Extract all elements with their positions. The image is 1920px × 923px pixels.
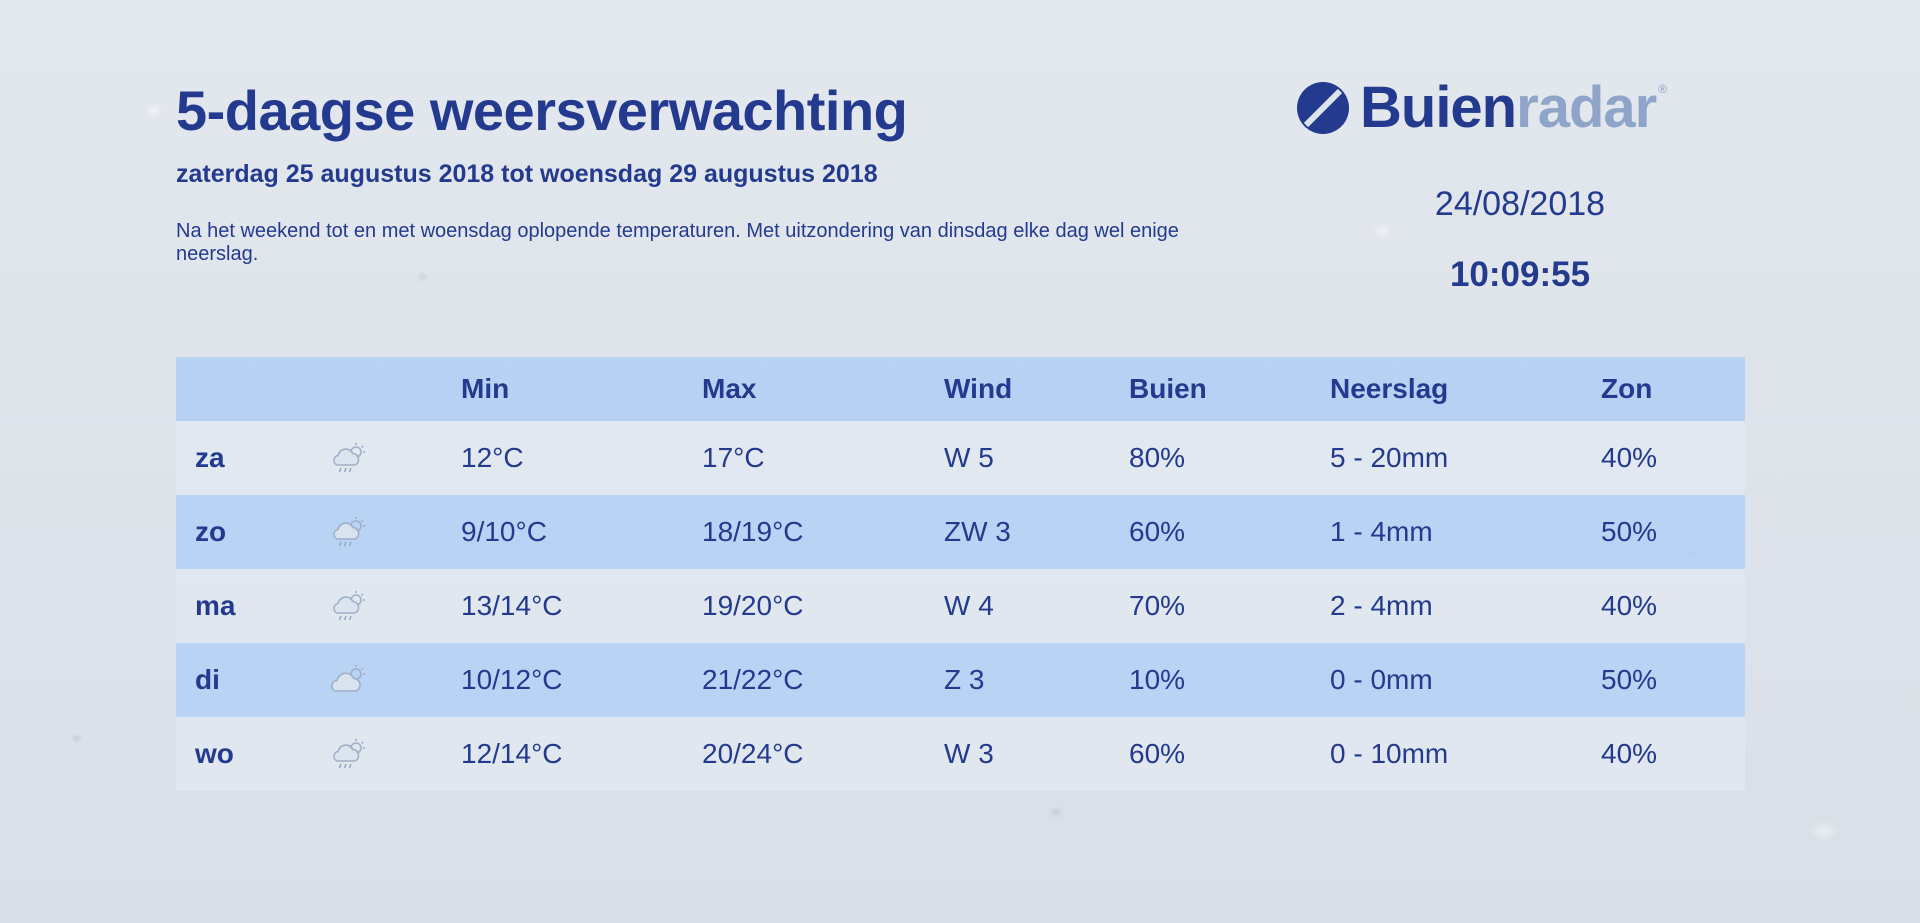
column-header-max: Max — [702, 373, 757, 404]
min-cell: 10/12°C — [461, 664, 563, 695]
neerslag-cell: 5 - 20mm — [1330, 442, 1449, 473]
column-header-wind: Wind — [944, 373, 1013, 404]
day-cell: di — [195, 664, 220, 695]
max-cell: 21/22°C — [702, 664, 804, 695]
cloud-rain-sun-icon — [329, 515, 461, 549]
zon-cell: 40% — [1601, 590, 1658, 621]
table-row: za 12°C 17°C W 5 80% 5 - 20mm 40% — [176, 421, 1745, 495]
table-header-row: Min Max Wind Buien Neerslag Zon — [176, 357, 1745, 421]
neerslag-cell: 1 - 4mm — [1330, 516, 1433, 547]
wind-cell: ZW 3 — [944, 516, 1011, 547]
zon-cell: 40% — [1601, 738, 1658, 769]
neerslag-cell: 2 - 4mm — [1330, 590, 1433, 621]
cloud-rain-sun-icon — [329, 737, 461, 771]
min-cell: 13/14°C — [461, 590, 563, 621]
day-cell: ma — [195, 590, 236, 621]
buien-cell: 10% — [1129, 664, 1186, 695]
column-header-min: Min — [461, 373, 510, 404]
min-cell: 12/14°C — [461, 738, 563, 769]
zon-cell: 50% — [1601, 664, 1658, 695]
max-cell: 17°C — [702, 442, 765, 473]
wind-cell: W 3 — [944, 738, 994, 769]
day-cell: wo — [195, 738, 234, 769]
min-cell: 12°C — [461, 442, 524, 473]
column-header-zon: Zon — [1601, 373, 1653, 404]
forecast-table: Min Max Wind Buien Neerslag Zon za 12°C 17… — [176, 357, 1745, 791]
table-row: di 10/12°C 21/22°C Z 3 10% 0 - 0mm 50% — [176, 643, 1745, 717]
forecast-description: Na het weekend tot en met woensdag oplop… — [176, 220, 1179, 265]
day-cell: za — [195, 442, 225, 473]
max-cell: 20/24°C — [702, 738, 804, 769]
table-row: wo 12/14°C 20/24°C W 3 60% 0 - 10mm 40% — [176, 717, 1745, 791]
max-cell: 19/20°C — [702, 590, 804, 621]
current-time: 10:09:55 — [1449, 255, 1591, 294]
table-row: zo 9/10°C 18/19°C ZW 3 60% 1 - 4mm 50% — [176, 495, 1745, 569]
column-header-neerslag: Neerslag — [1330, 373, 1449, 404]
wind-cell: W 5 — [944, 442, 994, 473]
min-cell: 9/10°C — [461, 516, 547, 547]
wind-cell: Z 3 — [944, 664, 985, 695]
zon-cell: 50% — [1601, 516, 1658, 547]
current-date: 24/08/2018 — [1434, 185, 1606, 223]
neerslag-cell: 0 - 10mm — [1330, 738, 1449, 769]
buienradar-logo-icon — [1297, 82, 1349, 134]
buienradar-logo: Buien radar ® — [1296, 76, 1667, 140]
wind-cell: W 4 — [944, 590, 994, 621]
cloud-rain-sun-icon — [329, 441, 461, 475]
column-header-buien: Buien — [1129, 373, 1207, 404]
registered-mark: ® — [1658, 82, 1668, 96]
buien-cell: 60% — [1129, 516, 1186, 547]
forecast-period: zaterdag 25 augustus 2018 tot woensdag 2… — [176, 160, 878, 188]
buien-cell: 80% — [1129, 442, 1186, 473]
buien-cell: 70% — [1129, 590, 1186, 621]
max-cell: 18/19°C — [702, 516, 804, 547]
buien-cell: 60% — [1129, 738, 1186, 769]
table-row: ma 13/14°C 19/20°C W 4 70% 2 - 4mm 40% — [176, 569, 1745, 643]
cloud-sun-icon — [329, 663, 461, 697]
zon-cell: 40% — [1601, 442, 1658, 473]
logo-text-radar: radar — [1516, 75, 1657, 140]
cloud-rain-sun-icon — [329, 589, 461, 623]
day-cell: zo — [195, 516, 227, 547]
neerslag-cell: 0 - 0mm — [1330, 664, 1433, 695]
page-title: 5-daagse weersverwachting — [176, 79, 908, 142]
logo-text-buien: Buien — [1360, 75, 1517, 140]
